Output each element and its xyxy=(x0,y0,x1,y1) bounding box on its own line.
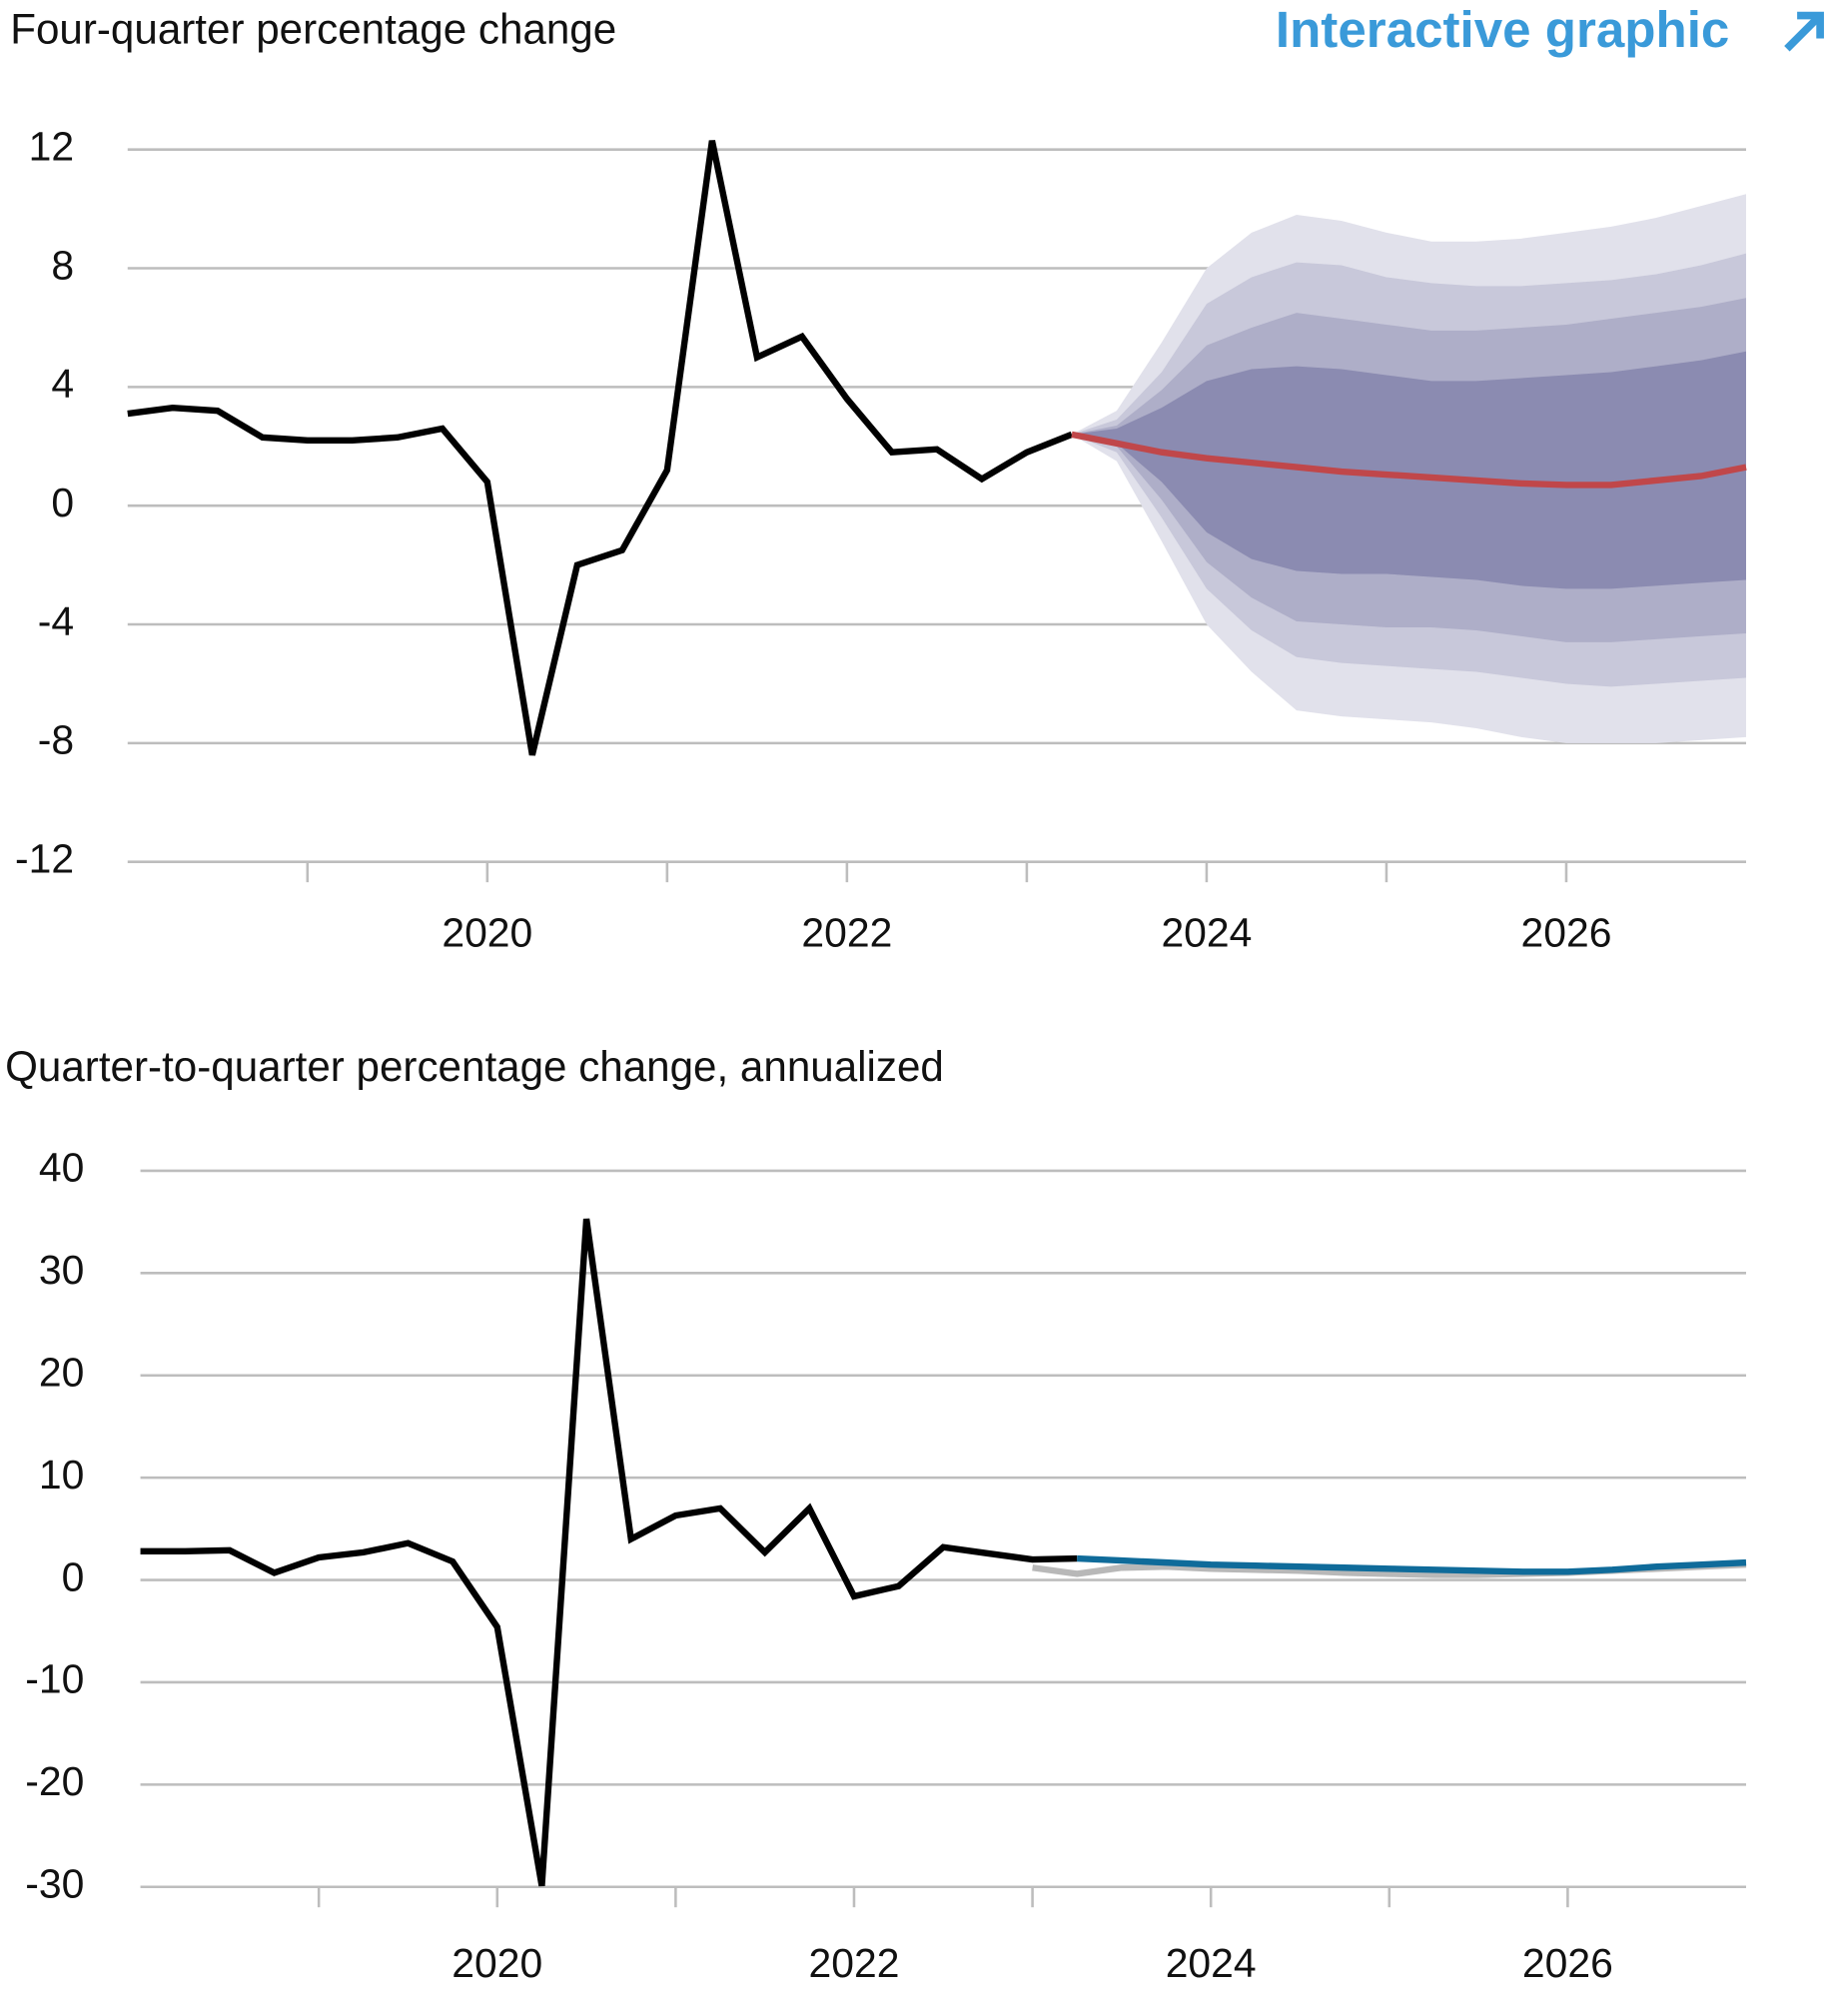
y-tick-label: 8 xyxy=(51,242,74,288)
y-tick-label: 40 xyxy=(39,1145,84,1191)
y-tick-label: -20 xyxy=(25,1758,84,1804)
x-tick-label: 2020 xyxy=(452,1940,542,1986)
y-tick-label: 0 xyxy=(62,1553,85,1599)
y-tick-label: -30 xyxy=(25,1861,84,1907)
series-line xyxy=(140,1218,1078,1887)
x-tick-label: 2026 xyxy=(1522,1940,1613,1986)
series-line xyxy=(1077,1554,1747,1575)
chart-title: Four-quarter percentage change xyxy=(10,5,616,52)
y-tick-label: 30 xyxy=(39,1247,84,1293)
interactive-link[interactable]: Interactive graphic xyxy=(1276,1,1729,58)
link-arrow[interactable] xyxy=(1784,11,1824,52)
x-tick-label: 2022 xyxy=(801,910,892,956)
y-tick-label: 20 xyxy=(39,1350,84,1396)
y-tick-label: -12 xyxy=(15,835,74,881)
series-line xyxy=(127,140,1074,756)
x-tick-label: 2022 xyxy=(809,1940,900,1986)
series-line xyxy=(1071,431,1747,489)
y-tick-label: 12 xyxy=(29,123,74,169)
y-tick-label: 0 xyxy=(51,480,74,525)
x-tick-label: 2024 xyxy=(1166,1940,1257,1986)
chart-title: Quarter-to-quarter percentage change, an… xyxy=(5,1043,944,1090)
fan-band xyxy=(1071,351,1746,589)
y-tick-label: 10 xyxy=(39,1452,84,1498)
y-tick-label: -10 xyxy=(25,1656,84,1702)
x-tick-label: 2024 xyxy=(1161,910,1252,956)
y-tick-label: -8 xyxy=(38,717,74,763)
x-tick-label: 2026 xyxy=(1521,910,1612,956)
y-tick-label: -4 xyxy=(38,598,74,644)
x-tick-label: 2020 xyxy=(442,910,532,956)
y-tick-label: 4 xyxy=(51,361,74,407)
